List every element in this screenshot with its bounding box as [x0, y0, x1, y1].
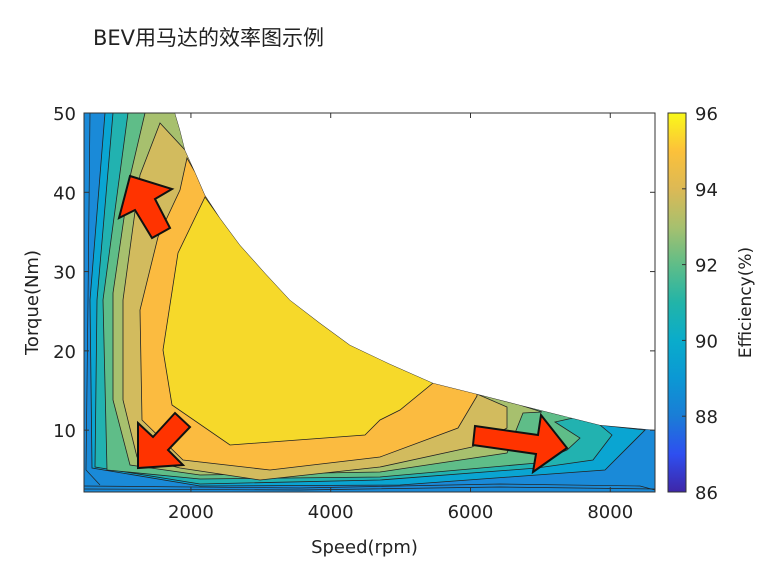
- x-tick-label: 4000: [308, 502, 354, 523]
- y-tick-label: 40: [53, 183, 76, 204]
- colorbar-tick-label: 88: [695, 407, 718, 428]
- arrow-right-annotation: [471, 412, 569, 475]
- colorbar-tick-label: 90: [695, 331, 718, 352]
- contour-bands: [84, 113, 655, 492]
- arrow-down-left-annotation: [137, 411, 192, 470]
- contour-line-left: [84, 113, 101, 486]
- contour-line-87: [84, 486, 655, 491]
- contour-line-88: [84, 483, 655, 491]
- colorbar-label: Efficiency(%): [736, 247, 756, 358]
- x-axis-label: Speed(rpm): [311, 537, 418, 558]
- y-axis-label: Torque(Nm): [22, 250, 43, 356]
- colorbar-tick-label: 86: [695, 483, 718, 504]
- x-tick-label: 2000: [168, 502, 214, 523]
- colorbar-tick-label: 96: [695, 104, 718, 125]
- y-tick-label: 50: [53, 104, 76, 125]
- colorbar-tick-label: 94: [695, 180, 718, 201]
- colorbar-tick-label: 92: [695, 256, 718, 277]
- infeasible-region: [175, 113, 655, 430]
- x-tick-label: 6000: [448, 502, 494, 523]
- plot-axes-box: [83, 112, 656, 493]
- chart-title: BEV用马达的效率图示例: [93, 26, 325, 50]
- y-tick-label: 20: [53, 342, 76, 363]
- y-tick-label: 10: [53, 421, 76, 442]
- x-tick-label: 8000: [587, 502, 633, 523]
- arrow-up-left-annotation: [117, 174, 175, 240]
- colorbar: [667, 112, 687, 493]
- y-tick-label: 30: [53, 263, 76, 284]
